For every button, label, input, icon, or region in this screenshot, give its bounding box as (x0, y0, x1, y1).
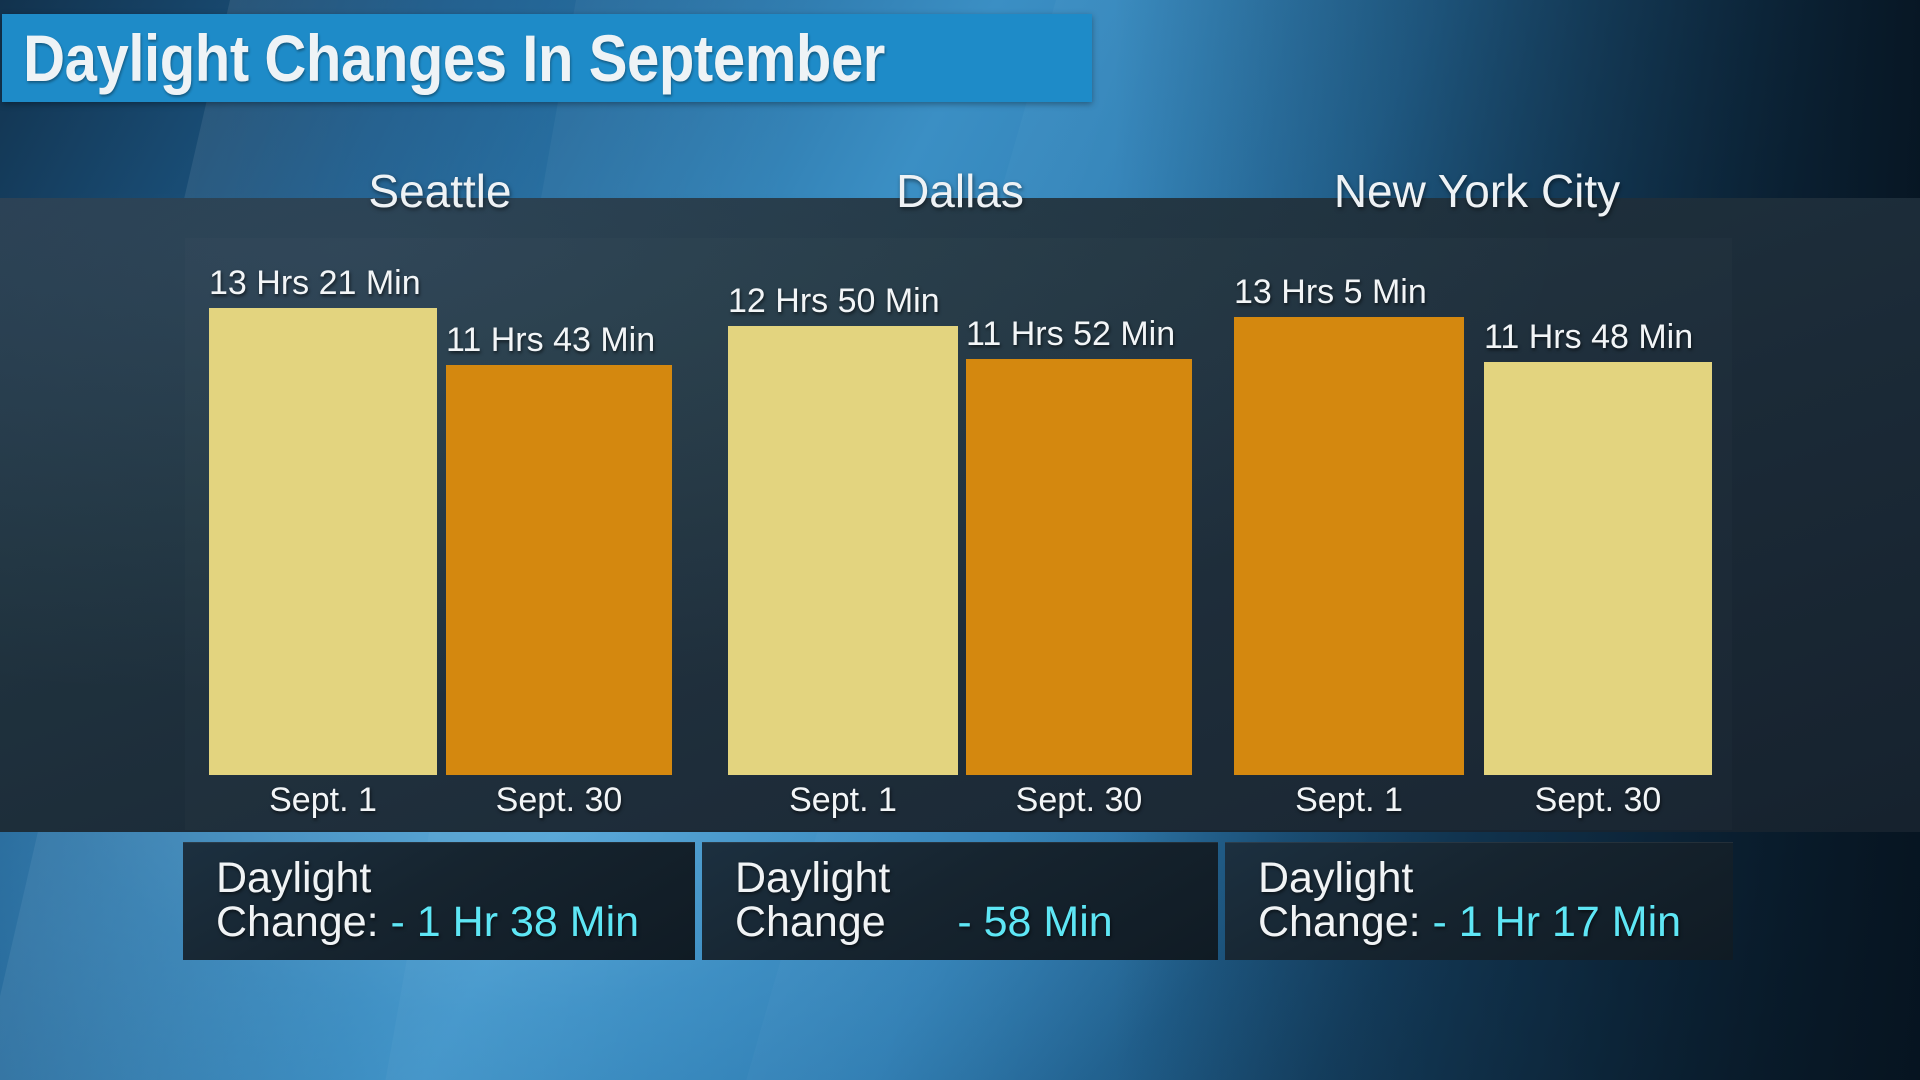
bar-date-label: Sept. 30 (1015, 781, 1143, 819)
bar-orange: 11 Hrs 52 Min (966, 315, 1192, 775)
change-title-line: Daylight (1258, 854, 1414, 903)
bar-column: 13 Hrs 21 Min Sept. 1 (209, 255, 437, 819)
change-text: Daylight Change: - 1 Hr 38 Min (183, 854, 640, 946)
bar-pair: 13 Hrs 5 Min Sept. 1 11 Hrs 48 Min Sept. 30 (1222, 255, 1732, 819)
change-label: Change (735, 898, 886, 946)
bar-column: 12 Hrs 50 Min Sept. 1 (728, 255, 958, 819)
bar-value-label: 13 Hrs 5 Min (1234, 273, 1427, 311)
change-value-line: Change - 58 Min (735, 898, 1113, 946)
change-spacer (1421, 901, 1433, 945)
bar-column: 11 Hrs 52 Min Sept. 30 (966, 255, 1192, 819)
change-amount: - 58 Min (957, 898, 1113, 946)
city-name: Dallas (896, 165, 1024, 217)
bar-orange: 11 Hrs 43 Min (446, 321, 672, 775)
bar-yellow: 11 Hrs 48 Min (1484, 318, 1712, 775)
bar-pair: 13 Hrs 21 Min Sept. 1 11 Hrs 43 Min Sept. 3… (185, 255, 695, 819)
change-spacer (886, 901, 958, 945)
bar-pair: 12 Hrs 50 Min Sept. 1 11 Hrs 52 Min Sept. 3… (710, 255, 1210, 819)
city-group: New York City 13 Hrs 5 Min Sept. 1 11 Hrs 4… (1222, 165, 1732, 832)
bar-date-label: Sept. 30 (495, 781, 623, 819)
bar-value-label: 11 Hrs 48 Min (1484, 318, 1694, 356)
bar-orange: 13 Hrs 5 Min (1234, 273, 1464, 775)
bar-column: 13 Hrs 5 Min Sept. 1 (1234, 255, 1464, 819)
change-value-line: Change: - 1 Hr 38 Min (216, 898, 640, 946)
title-banner: Daylight Changes In September (2, 14, 1092, 102)
bar-yellow: 13 Hrs 21 Min (209, 264, 437, 775)
bar-column: 11 Hrs 48 Min Sept. 30 (1484, 255, 1712, 819)
page-title: Daylight Changes In September (23, 21, 885, 95)
bar-column: 11 Hrs 43 Min Sept. 30 (446, 255, 672, 819)
bar-date-label: Sept. 1 (789, 781, 897, 819)
change-text: Daylight Change: - 1 Hr 17 Min (1225, 854, 1682, 946)
change-label: Change: (1258, 898, 1421, 946)
change-value-line: Change: - 1 Hr 17 Min (1258, 898, 1682, 946)
daylight-change-box: Daylight Change - 58 Min (702, 842, 1218, 960)
city-group: Seattle 13 Hrs 21 Min Sept. 1 11 Hrs 43 Min… (185, 165, 695, 832)
city-group: Dallas 12 Hrs 50 Min Sept. 1 11 Hrs 52 Min S… (710, 165, 1210, 832)
bar-date-label: Sept. 1 (1295, 781, 1403, 819)
change-amount: - 1 Hr 38 Min (390, 898, 640, 946)
bar-date-label: Sept. 1 (269, 781, 377, 819)
daylight-change-box: Daylight Change: - 1 Hr 38 Min (183, 842, 695, 960)
bar-value-label: 12 Hrs 50 Min (728, 282, 940, 320)
change-label: Change: (216, 898, 379, 946)
daylight-change-box: Daylight Change: - 1 Hr 17 Min (1225, 842, 1733, 960)
bar-value-label: 11 Hrs 52 Min (966, 315, 1176, 353)
bar-yellow: 12 Hrs 50 Min (728, 282, 958, 775)
bar-value-label: 11 Hrs 43 Min (446, 321, 656, 359)
city-name: New York City (1333, 165, 1621, 217)
change-amount: - 1 Hr 17 Min (1432, 898, 1682, 946)
change-text: Daylight Change - 58 Min (702, 854, 1113, 946)
change-spacer (379, 901, 391, 945)
bar-date-label: Sept. 30 (1534, 781, 1662, 819)
change-title-line: Daylight (735, 854, 891, 903)
change-title-line: Daylight (216, 854, 372, 903)
bar-value-label: 13 Hrs 21 Min (209, 264, 421, 302)
city-name: Seattle (368, 165, 512, 217)
